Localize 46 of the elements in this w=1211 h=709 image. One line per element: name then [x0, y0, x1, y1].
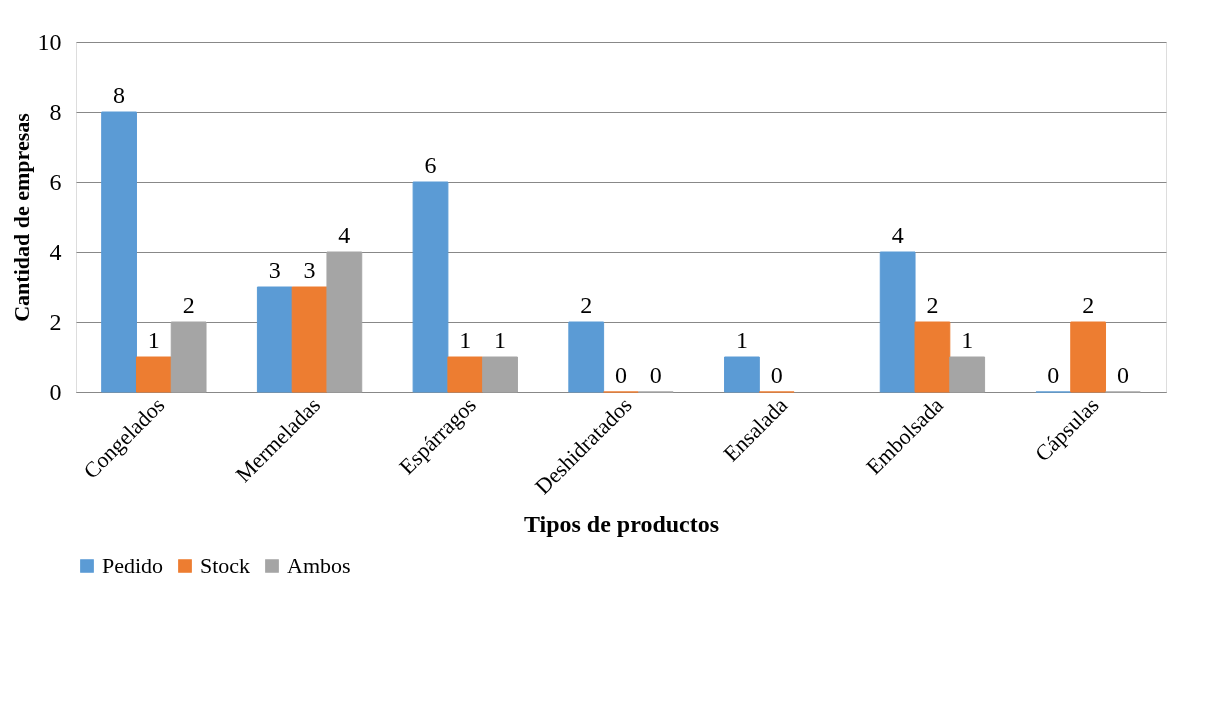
bar: [135, 356, 172, 393]
bar: [326, 251, 363, 393]
data-label: 2: [1082, 292, 1095, 318]
y-tick-label: 2: [49, 308, 62, 335]
data-label: 3: [268, 257, 281, 283]
data-label: 8: [113, 82, 126, 108]
bar: [482, 356, 518, 393]
data-label: 0: [615, 362, 627, 388]
data-label: 0: [770, 362, 783, 388]
legend-label: Ambos: [287, 553, 351, 578]
data-label: 6: [424, 152, 437, 178]
data-label: 2: [182, 292, 195, 318]
bar: [170, 321, 207, 393]
bar: [724, 356, 760, 393]
bar: [101, 111, 137, 393]
bar: [412, 181, 449, 393]
y-axis-title: Cantidad de empresas: [8, 112, 34, 322]
data-label: 0: [1047, 362, 1060, 388]
bar: [447, 356, 484, 393]
y-tick-label: 8: [49, 98, 62, 125]
legend-label: Pedido: [102, 553, 164, 578]
y-tick-label: 10: [37, 28, 62, 55]
data-label: 4: [338, 222, 351, 248]
bar: [1070, 321, 1107, 393]
y-tick-label: 0: [49, 378, 62, 405]
data-label: 3: [303, 257, 316, 283]
bar: [256, 286, 293, 393]
bar: [949, 356, 986, 393]
data-label: 1: [459, 327, 472, 353]
legend-label: Stock: [200, 553, 251, 578]
bar: [291, 286, 328, 393]
data-label: 4: [891, 222, 904, 248]
bar: [568, 321, 605, 393]
bar: [914, 321, 951, 393]
data-label: 1: [494, 327, 507, 353]
bar: [879, 251, 916, 393]
data-label: 1: [961, 327, 974, 353]
x-axis-title: Tipos de productos: [523, 511, 720, 538]
y-tick-label: 6: [49, 168, 62, 195]
y-tick-label: 4: [49, 238, 62, 265]
data-label: 2: [926, 292, 939, 318]
data-label: 2: [580, 292, 593, 318]
data-label: 0: [649, 362, 662, 388]
data-label: 1: [735, 327, 748, 353]
data-label: 0: [1116, 362, 1129, 388]
data-label: 1: [147, 327, 160, 353]
